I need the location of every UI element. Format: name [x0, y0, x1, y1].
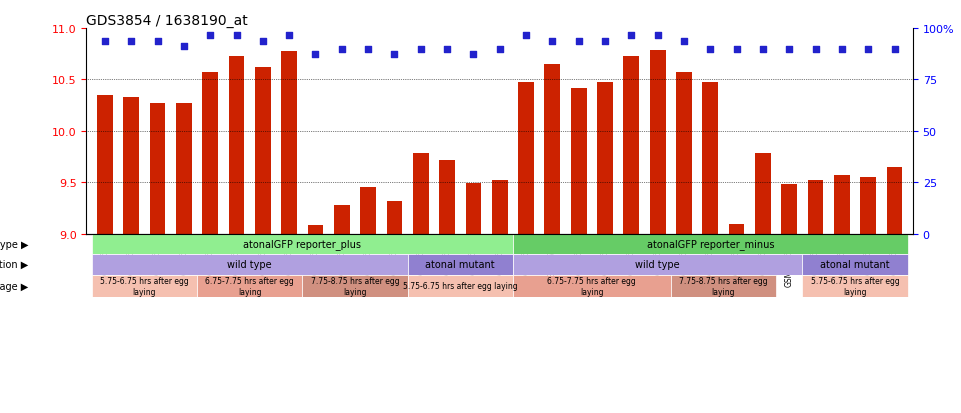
Point — [97, 39, 112, 45]
Point — [203, 33, 218, 39]
Text: cell type ▶: cell type ▶ — [0, 239, 29, 249]
Text: atonalGFP reporter_minus: atonalGFP reporter_minus — [647, 239, 774, 250]
Text: development stage ▶: development stage ▶ — [0, 281, 29, 291]
Point — [624, 33, 639, 39]
Point — [282, 33, 297, 39]
Bar — [255, 68, 271, 234]
Bar — [755, 154, 771, 234]
Point — [702, 46, 718, 53]
Bar — [308, 226, 323, 234]
Point — [781, 46, 797, 53]
Point — [360, 46, 376, 53]
Point — [256, 39, 271, 45]
Point — [150, 39, 165, 45]
FancyBboxPatch shape — [671, 275, 776, 297]
Text: 6.75-7.75 hrs after egg
laying: 6.75-7.75 hrs after egg laying — [548, 277, 636, 296]
Text: atonal mutant: atonal mutant — [821, 260, 890, 270]
Bar — [781, 185, 797, 234]
Bar — [282, 52, 297, 234]
FancyBboxPatch shape — [197, 275, 303, 297]
Text: atonalGFP reporter_plus: atonalGFP reporter_plus — [243, 239, 361, 250]
Bar — [203, 73, 218, 234]
Point — [545, 39, 560, 45]
Bar — [413, 154, 429, 234]
Point — [334, 46, 350, 53]
Point — [677, 39, 692, 45]
Point — [887, 46, 902, 53]
Bar — [439, 160, 455, 234]
Point — [413, 46, 429, 53]
Bar — [702, 83, 718, 234]
Point — [386, 51, 402, 58]
FancyBboxPatch shape — [91, 275, 197, 297]
Text: 7.75-8.75 hrs after egg
laying: 7.75-8.75 hrs after egg laying — [310, 277, 399, 296]
Bar — [677, 73, 692, 234]
Point — [650, 33, 665, 39]
Text: GDS3854 / 1638190_at: GDS3854 / 1638190_at — [86, 14, 248, 28]
FancyBboxPatch shape — [91, 254, 407, 275]
FancyBboxPatch shape — [303, 275, 407, 297]
Bar — [887, 167, 902, 234]
Bar — [123, 97, 139, 234]
Bar — [229, 57, 244, 234]
Text: genotype/variation ▶: genotype/variation ▶ — [0, 260, 29, 270]
Bar — [597, 83, 613, 234]
FancyBboxPatch shape — [407, 275, 513, 297]
FancyBboxPatch shape — [802, 254, 908, 275]
Point — [571, 39, 586, 45]
Bar — [492, 181, 507, 234]
Point — [229, 33, 244, 39]
Bar — [97, 95, 112, 234]
Bar — [465, 184, 481, 234]
Bar — [834, 176, 850, 234]
Bar — [624, 57, 639, 234]
Point — [834, 46, 850, 53]
Point — [518, 33, 533, 39]
Bar — [360, 188, 376, 234]
Bar — [333, 205, 350, 234]
Point — [124, 39, 139, 45]
Text: 5.75-6.75 hrs after egg
laying: 5.75-6.75 hrs after egg laying — [811, 277, 899, 296]
Text: wild type: wild type — [635, 260, 680, 270]
FancyBboxPatch shape — [513, 234, 908, 254]
Point — [308, 51, 323, 58]
FancyBboxPatch shape — [513, 275, 671, 297]
Bar — [807, 181, 824, 234]
Point — [439, 46, 455, 53]
Point — [728, 46, 744, 53]
Text: wild type: wild type — [228, 260, 272, 270]
Bar — [650, 50, 666, 234]
Point — [176, 44, 191, 51]
Point — [755, 46, 771, 53]
Text: 7.75-8.75 hrs after egg
laying: 7.75-8.75 hrs after egg laying — [679, 277, 768, 296]
Bar — [386, 201, 403, 234]
Point — [808, 46, 824, 53]
Point — [860, 46, 875, 53]
Bar — [518, 83, 534, 234]
Point — [466, 51, 481, 58]
Bar — [571, 88, 586, 234]
Text: 5.75-6.75 hrs after egg
laying: 5.75-6.75 hrs after egg laying — [100, 277, 188, 296]
FancyBboxPatch shape — [802, 275, 908, 297]
Bar — [860, 178, 876, 234]
Bar — [176, 104, 192, 234]
FancyBboxPatch shape — [91, 234, 513, 254]
Text: 6.75-7.75 hrs after egg
laying: 6.75-7.75 hrs after egg laying — [206, 277, 294, 296]
FancyBboxPatch shape — [407, 254, 513, 275]
Bar — [150, 104, 165, 234]
FancyBboxPatch shape — [513, 254, 802, 275]
Point — [598, 39, 613, 45]
Bar — [728, 225, 745, 234]
Text: 5.75-6.75 hrs after egg laying: 5.75-6.75 hrs after egg laying — [403, 282, 518, 291]
Point — [492, 46, 507, 53]
Bar — [545, 65, 560, 234]
Text: atonal mutant: atonal mutant — [426, 260, 495, 270]
